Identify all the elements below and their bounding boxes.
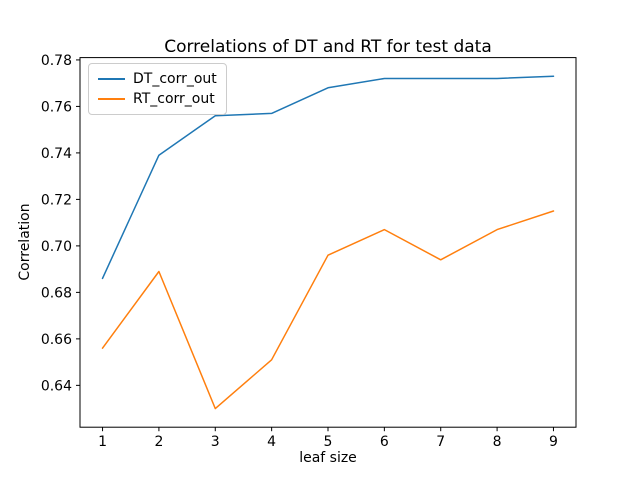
legend-line-icon xyxy=(98,78,125,80)
x-tick-label: 1 xyxy=(98,434,107,450)
y-tick-label: 0.70 xyxy=(41,239,72,255)
x-tick-label: 7 xyxy=(436,434,445,450)
legend-entry: RT_corr_out xyxy=(98,89,217,109)
x-axis-label: leaf size xyxy=(299,450,357,466)
x-tick-label: 2 xyxy=(154,434,163,450)
legend-label: DT_corr_out xyxy=(133,71,217,87)
legend: DT_corr_out RT_corr_out xyxy=(88,63,227,115)
legend-line-icon xyxy=(98,98,125,100)
y-tick-label: 0.66 xyxy=(41,332,72,348)
x-tick-label: 3 xyxy=(211,434,220,450)
y-axis-label: Correlation xyxy=(17,203,33,281)
x-tick-label: 8 xyxy=(493,434,502,450)
y-tick-label: 0.78 xyxy=(41,53,72,69)
x-tick-label: 4 xyxy=(267,434,276,450)
y-tick-label: 0.72 xyxy=(41,192,72,208)
y-tick-label: 0.74 xyxy=(41,146,72,162)
y-tick-label: 0.64 xyxy=(41,378,72,394)
series-line-dt_corr_out xyxy=(101,75,555,280)
legend-label: RT_corr_out xyxy=(133,91,215,107)
chart-title: Correlations of DT and RT for test data xyxy=(164,37,492,57)
x-tick-label: 9 xyxy=(549,434,558,450)
y-tick-label: 0.68 xyxy=(41,285,72,301)
series-line-rt_corr_out xyxy=(101,210,555,410)
x-tick-label: 6 xyxy=(380,434,389,450)
x-tick-label: 5 xyxy=(324,434,333,450)
y-tick-label: 0.76 xyxy=(41,99,72,115)
legend-entry: DT_corr_out xyxy=(98,69,217,89)
